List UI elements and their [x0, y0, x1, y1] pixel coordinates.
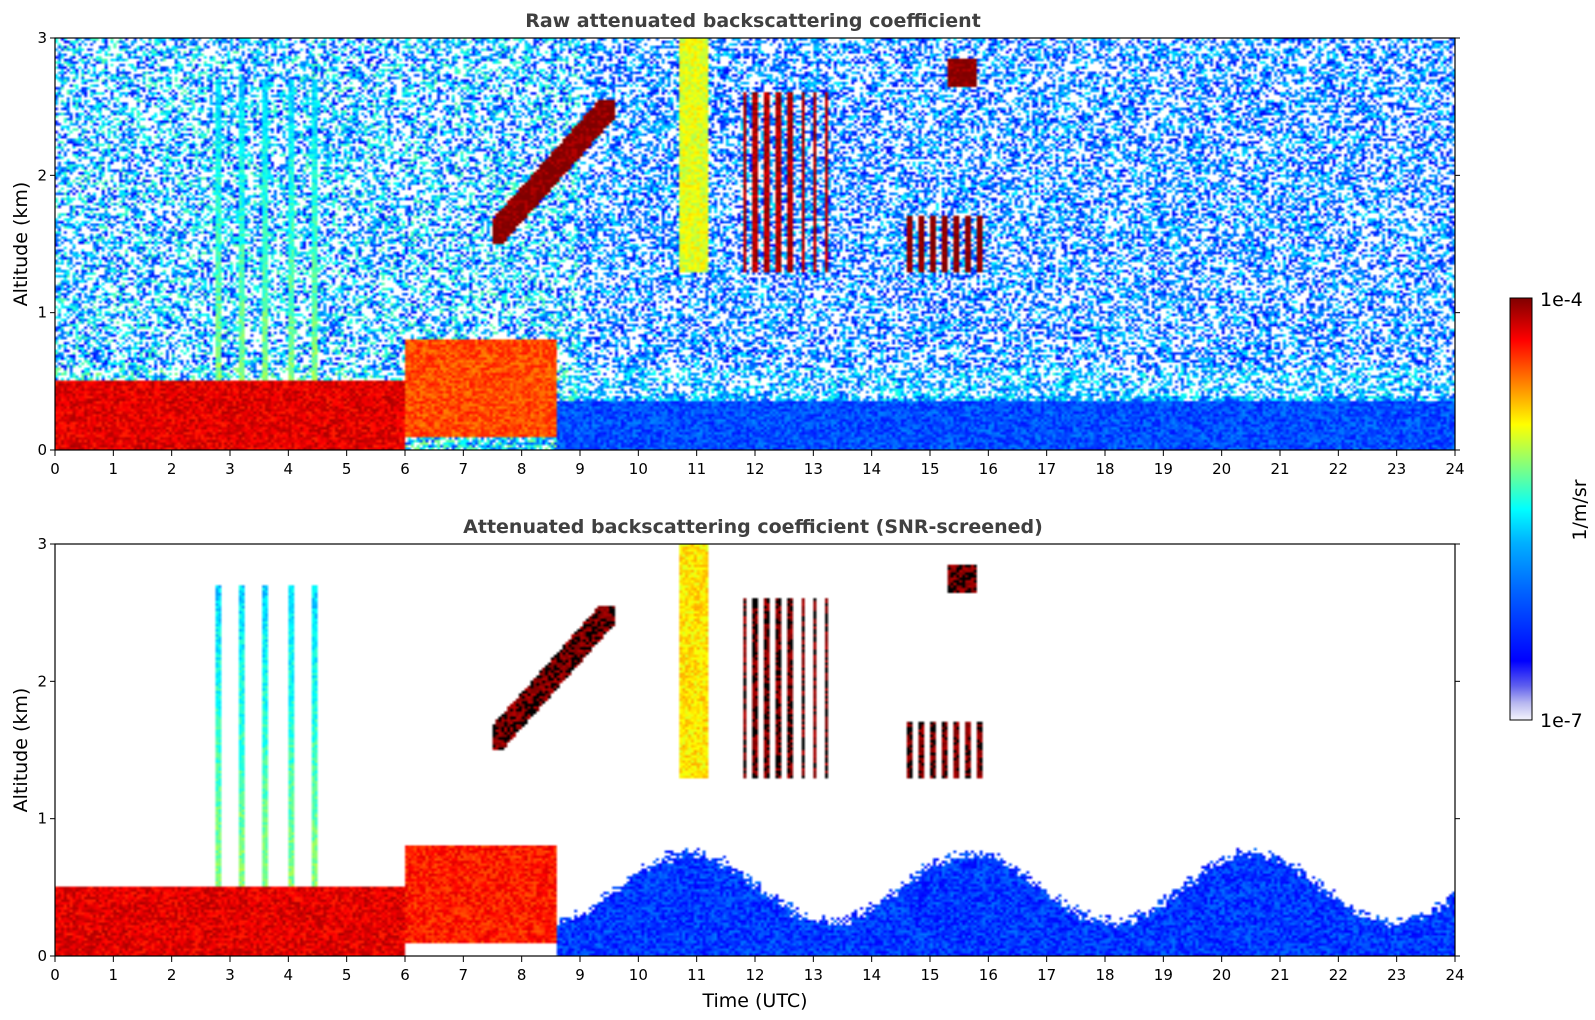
x-tick-label: 23 [1387, 460, 1406, 478]
x-tick-label: 13 [804, 460, 823, 478]
x-tick-label: 16 [979, 966, 998, 984]
x-tick-label: 17 [1037, 966, 1056, 984]
x-tick-label: 12 [745, 966, 764, 984]
x-tick-label: 20 [1212, 460, 1231, 478]
x-tick-label: 1 [109, 460, 119, 478]
x-tick-label: 15 [920, 966, 939, 984]
x-tick-label: 4 [284, 966, 294, 984]
y-tick-label: 1 [37, 810, 47, 828]
y-tick-label: 2 [37, 166, 47, 184]
x-tick-label: 15 [920, 460, 939, 478]
x-tick-label: 10 [629, 460, 648, 478]
x-tick-label: 24 [1445, 966, 1464, 984]
heatmap-image [55, 544, 1455, 956]
x-tick-label: 0 [50, 966, 60, 984]
x-tick-label: 8 [517, 966, 527, 984]
x-tick-label: 6 [400, 966, 410, 984]
x-tick-label: 18 [1095, 966, 1114, 984]
x-tick-label: 7 [459, 460, 469, 478]
x-tick-label: 18 [1095, 460, 1114, 478]
y-tick-label: 0 [37, 441, 47, 459]
bottom-y-ticks: 0 1 2 3 [37, 535, 1460, 965]
x-tick-label: 11 [687, 460, 706, 478]
bottom-panel: Attenuated backscattering coefficient (S… [10, 516, 1465, 1012]
y-tick-label: 0 [37, 947, 47, 965]
x-tick-label: 22 [1329, 966, 1348, 984]
x-tick-label: 13 [804, 966, 823, 984]
top-y-ticks: 0 1 2 3 [37, 29, 1460, 459]
top-y-axis-label: Altitude (km) [10, 182, 32, 307]
bottom-panel-title: Attenuated backscattering coefficient (S… [463, 516, 1043, 538]
heatmap-image [55, 38, 1455, 450]
y-tick-label: 2 [37, 672, 47, 690]
x-tick-label: 8 [517, 460, 527, 478]
bottom-y-axis-label: Altitude (km) [10, 688, 32, 813]
x-tick-label: 21 [1270, 966, 1289, 984]
x-tick-label: 23 [1387, 966, 1406, 984]
x-tick-label: 14 [862, 460, 881, 478]
y-tick-label: 1 [37, 304, 47, 322]
x-tick-label: 12 [745, 460, 764, 478]
x-tick-label: 5 [342, 966, 352, 984]
top-x-ticks: 0 1 2 3 4 5 6 7 8 9 10 11 12 13 14 15 16 17 18 19 20 21 22 23 24 [50, 450, 1465, 478]
x-tick-label: 1 [109, 966, 119, 984]
x-tick-label: 10 [629, 966, 648, 984]
x-tick-label: 14 [862, 966, 881, 984]
colorbar-max-label: 1e-4 [1540, 289, 1583, 311]
x-tick-label: 2 [167, 460, 177, 478]
top-heatmap [55, 38, 1455, 450]
x-tick-label: 4 [284, 460, 294, 478]
colorbar: 1e-4 1e-7 1/m/sr [1509, 289, 1591, 732]
x-tick-label: 17 [1037, 460, 1056, 478]
x-tick-label: 5 [342, 460, 352, 478]
x-tick-label: 0 [50, 460, 60, 478]
bottom-heatmap [55, 544, 1455, 956]
x-tick-label: 7 [459, 966, 469, 984]
colorbar-gradient [1509, 297, 1533, 721]
x-tick-label: 2 [167, 966, 177, 984]
top-panel-title: Raw attenuated backscattering coefficien… [525, 10, 981, 32]
x-tick-label: 3 [225, 460, 235, 478]
top-panel: Raw attenuated backscattering coefficien… [10, 10, 1465, 478]
x-tick-label: 9 [575, 966, 585, 984]
x-tick-label: 22 [1329, 460, 1348, 478]
bottom-x-ticks: 0 1 2 3 4 5 6 7 8 9 10 11 12 13 14 15 16 17 18 19 20 21 22 23 24 [50, 956, 1465, 984]
colorbar-unit-label: 1/m/sr [1569, 479, 1591, 540]
y-tick-label: 3 [37, 29, 47, 47]
x-tick-label: 3 [225, 966, 235, 984]
x-tick-label: 24 [1445, 460, 1464, 478]
x-tick-label: 19 [1154, 460, 1173, 478]
x-tick-label: 19 [1154, 966, 1173, 984]
y-tick-label: 3 [37, 535, 47, 553]
x-tick-label: 16 [979, 460, 998, 478]
x-tick-label: 11 [687, 966, 706, 984]
x-tick-label: 21 [1270, 460, 1289, 478]
x-tick-label: 20 [1212, 966, 1231, 984]
x-tick-label: 9 [575, 460, 585, 478]
x-axis-label: Time (UTC) [701, 990, 807, 1012]
x-tick-label: 6 [400, 460, 410, 478]
colorbar-min-label: 1e-7 [1540, 710, 1583, 732]
